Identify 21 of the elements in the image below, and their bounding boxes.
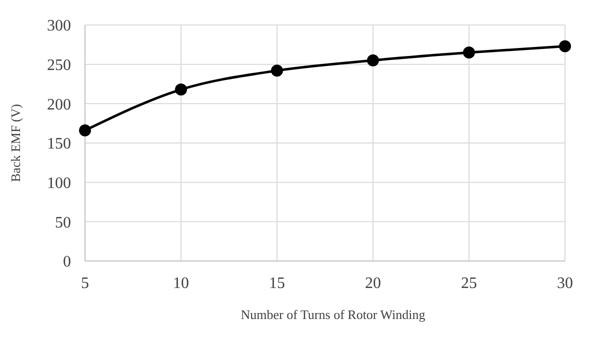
y-tick-label: 150 bbox=[47, 136, 71, 153]
point bbox=[175, 84, 187, 96]
point bbox=[79, 124, 91, 136]
x-axis-title: Number of Turns of Rotor Winding bbox=[240, 307, 426, 322]
y-axis-title: Back EMF (V) bbox=[8, 104, 23, 182]
x-tick-label: 30 bbox=[557, 275, 573, 292]
x-tick-label: 5 bbox=[81, 275, 89, 292]
x-tick-label: 15 bbox=[269, 275, 285, 292]
point bbox=[271, 64, 283, 77]
point bbox=[367, 54, 379, 66]
y-tick-label: 0 bbox=[63, 254, 71, 271]
x-tick-label: 10 bbox=[173, 275, 189, 292]
y-tick-label: 200 bbox=[47, 96, 71, 114]
point bbox=[559, 40, 571, 52]
y-tick-label: 250 bbox=[47, 56, 71, 74]
y-tick-label: 300 bbox=[47, 18, 71, 35]
x-tick-label: 25 bbox=[461, 275, 477, 292]
x-tick-label: 20 bbox=[365, 275, 381, 292]
y-tick-label: 50 bbox=[55, 214, 71, 232]
point bbox=[463, 46, 475, 59]
y-tick-label: 100 bbox=[47, 174, 71, 192]
